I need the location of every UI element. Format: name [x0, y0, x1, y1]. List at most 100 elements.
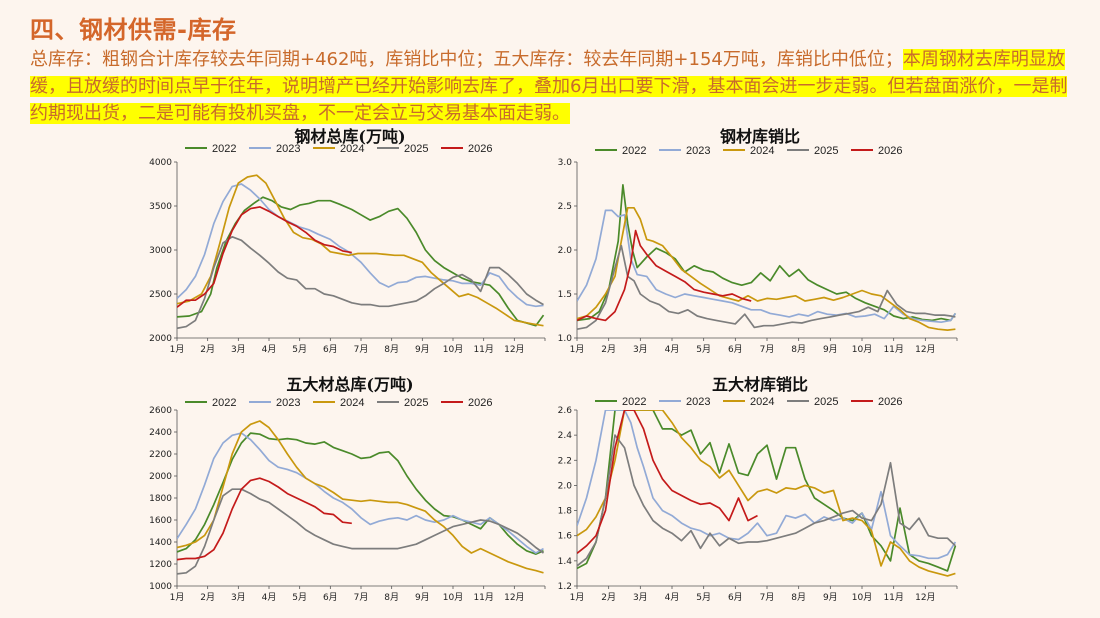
x-tick-label: 6月: [323, 344, 338, 355]
y-tick-label: 2000: [149, 472, 172, 482]
y-tick-label: 1400: [149, 538, 172, 548]
legend-label-2023: 2023: [276, 143, 300, 155]
x-tick-label: 11月: [473, 344, 493, 355]
chart-steel-stock-sales-ratio: 钢材库销比 2022 2023 2024 2025 2026 1.0 1.5 2.0 2.5 3.0…: [558, 127, 958, 355]
x-tick-label: 7月: [760, 344, 775, 355]
chart-steel-total-inventory: 钢材总库(万吨) 2022 2023 2024 2025 2026 2000 2500 3000…: [149, 127, 546, 355]
series-group: [577, 410, 957, 577]
y-tick-label: 1.4: [558, 557, 573, 567]
x-tick-label: 3月: [231, 592, 246, 603]
x-tick-label: 10月: [852, 344, 872, 355]
y-tick-label: 2200: [149, 450, 172, 460]
legend-label-2024: 2024: [340, 143, 364, 155]
series-group: [177, 174, 545, 330]
y-tick-label: 3.0: [558, 158, 573, 168]
x-tick-label: 9月: [415, 344, 430, 355]
x-tick-label: 1月: [570, 592, 585, 603]
y-tick-label: 1000: [149, 582, 172, 592]
x-tick-label: 5月: [292, 592, 307, 603]
x-tick-label: 2月: [200, 592, 215, 603]
x-tick-label: 7月: [760, 592, 775, 603]
series-line-2025: [177, 488, 544, 575]
series-line-2024: [577, 410, 956, 577]
y-tick-label: 1800: [149, 494, 172, 504]
x-tick-label: 1月: [170, 592, 185, 603]
legend-label-2024: 2024: [750, 396, 774, 408]
series-line-2022: [177, 432, 544, 555]
series-line-2026: [177, 206, 352, 308]
y-tick-label: 2.4: [558, 431, 573, 441]
x-tick-label: 5月: [696, 592, 711, 603]
legend-label-2026: 2026: [878, 145, 902, 157]
x-tick-label: 2月: [601, 344, 616, 355]
summary-plain: 总库存：粗钢合计库存较去年同期+462吨，库销比中位；五大库存：较去年同期+15…: [30, 49, 903, 70]
series-line-2026: [577, 229, 752, 322]
series-group: [577, 184, 957, 331]
x-tick-label: 8月: [791, 344, 806, 355]
series-line-2026: [577, 410, 758, 554]
page-title: 四、钢材供需-库存: [30, 16, 237, 44]
x-tick-label: 4月: [665, 344, 680, 355]
y-tick-label: 2.2: [558, 456, 572, 466]
x-tick-label: 10月: [443, 344, 463, 355]
x-tick-label: 3月: [633, 592, 648, 603]
series-line-2022: [577, 184, 957, 322]
y-tick-label: 1600: [149, 516, 172, 526]
y-tick-label: 1.0: [558, 334, 573, 344]
legend-label-2026: 2026: [878, 396, 902, 408]
chart-title: 五大材总库(万吨): [286, 375, 413, 394]
x-tick-label: 4月: [262, 592, 277, 603]
legend-label-2025: 2025: [814, 396, 838, 408]
legend-label-2022: 2022: [622, 396, 646, 408]
x-tick-label: 6月: [728, 592, 743, 603]
x-tick-label: 3月: [231, 344, 246, 355]
y-tick-label: 3500: [149, 202, 172, 212]
legend-label-2022: 2022: [212, 143, 236, 155]
x-tick-label: 10月: [852, 592, 872, 603]
x-tick-label: 8月: [384, 344, 399, 355]
x-tick-label: 7月: [354, 592, 369, 603]
x-tick-label: 11月: [473, 592, 493, 603]
x-tick-label: 12月: [504, 344, 524, 355]
y-tick-label: 2.5: [558, 202, 572, 212]
x-tick-label: 5月: [696, 344, 711, 355]
series-line-2023: [577, 410, 957, 560]
x-tick-label: 1月: [570, 344, 585, 355]
x-tick-label: 1月: [170, 344, 185, 355]
legend-label-2024: 2024: [340, 397, 364, 409]
x-tick-label: 4月: [665, 592, 680, 603]
x-tick-label: 3月: [633, 344, 648, 355]
legend-label-2023: 2023: [686, 145, 710, 157]
legend-label-2022: 2022: [212, 397, 236, 409]
x-tick-label: 12月: [915, 592, 935, 603]
y-tick-label: 2.0: [558, 246, 573, 256]
series-line-2024: [177, 420, 544, 574]
legend-label-2026: 2026: [468, 143, 492, 155]
series-line-2024: [577, 206, 956, 331]
y-tick-label: 2400: [149, 428, 172, 438]
y-tick-label: 1200: [149, 560, 172, 570]
y-tick-label: 1.6: [558, 532, 573, 542]
y-tick-label: 3000: [149, 246, 172, 256]
x-tick-label: 10月: [443, 592, 463, 603]
series-line-2024: [177, 174, 544, 327]
y-tick-label: 4000: [149, 158, 172, 168]
x-tick-label: 9月: [823, 592, 838, 603]
chart-title: 钢材库销比: [720, 127, 800, 146]
y-tick-label: 1.2: [558, 582, 572, 592]
y-tick-label: 2000: [149, 334, 172, 344]
x-tick-label: 11月: [883, 592, 903, 603]
y-tick-label: 1.5: [558, 290, 572, 300]
legend-label-2025: 2025: [814, 145, 838, 157]
legend-label-2024: 2024: [750, 145, 774, 157]
series-group: [177, 420, 544, 575]
x-tick-label: 9月: [823, 344, 838, 355]
x-tick-label: 11月: [883, 344, 903, 355]
series-line-2025: [577, 244, 956, 331]
legend-label-2026: 2026: [468, 397, 492, 409]
x-tick-label: 8月: [791, 592, 806, 603]
series-line-2026: [177, 477, 352, 561]
y-tick-label: 2500: [149, 290, 172, 300]
chart-five-major-stock-sales-ratio: 五大材库销比 2022 2023 2024 2025 2026 1.2 1.4 1.6 1.8 2.…: [558, 375, 958, 603]
series-line-2025: [177, 235, 544, 330]
